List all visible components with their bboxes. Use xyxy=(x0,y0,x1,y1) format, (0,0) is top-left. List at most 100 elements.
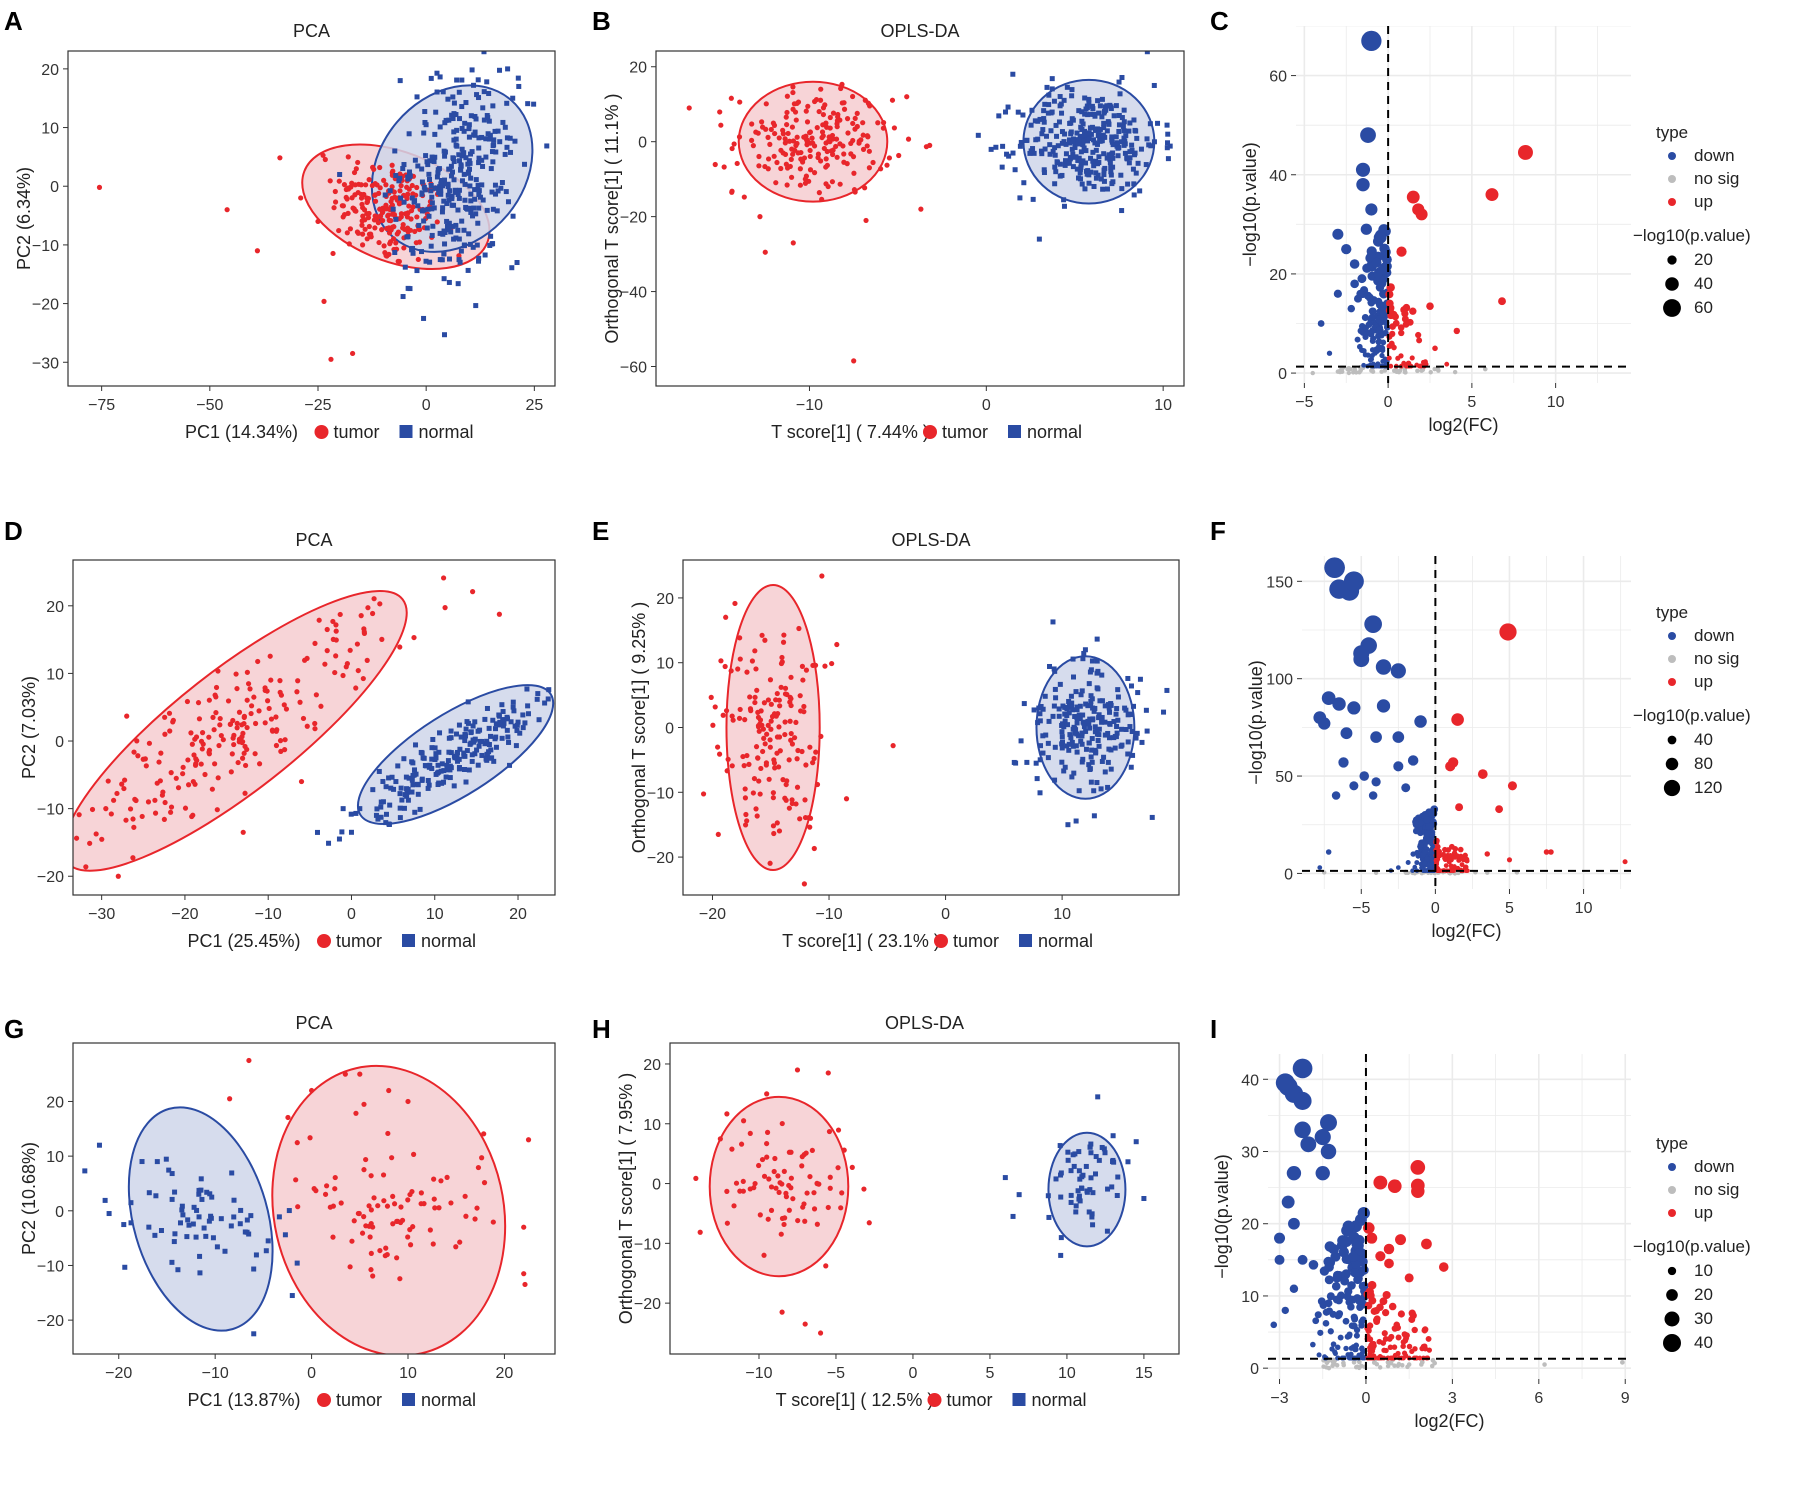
volcano-point-down xyxy=(1360,1348,1367,1354)
data-point-normal xyxy=(1066,710,1072,716)
panel-f: F−5 0 5 10050100150log2(FC)−log10(p.value)t… xyxy=(1210,516,1751,941)
volcano-point-up xyxy=(1398,353,1404,359)
data-point-normal xyxy=(1093,147,1099,153)
data-point-tumor xyxy=(390,1193,396,1200)
data-point-normal xyxy=(412,198,418,204)
data-point-tumor xyxy=(353,685,359,691)
data-point-normal xyxy=(1135,690,1141,696)
data-point-tumor xyxy=(923,144,930,150)
data-point-normal xyxy=(1061,197,1067,203)
data-point-normal xyxy=(457,116,463,122)
data-point-tumor xyxy=(404,184,410,190)
data-point-normal xyxy=(1013,760,1019,766)
data-point-normal xyxy=(431,158,437,164)
data-point-tumor xyxy=(490,1219,496,1225)
x-tick-label: −10 xyxy=(815,906,842,923)
data-point-tumor xyxy=(790,89,796,96)
data-point-tumor xyxy=(732,600,738,607)
data-point-normal xyxy=(1080,121,1086,127)
data-point-tumor xyxy=(229,751,235,757)
data-point-tumor xyxy=(756,778,762,784)
volcano-point-up xyxy=(1499,623,1517,641)
data-point-tumor xyxy=(217,715,223,722)
data-point-normal xyxy=(1089,103,1095,109)
data-point-tumor xyxy=(786,805,792,811)
data-point-normal xyxy=(1070,164,1076,170)
data-point-tumor xyxy=(376,239,382,246)
data-point-tumor xyxy=(351,1218,357,1224)
volcano-point-up xyxy=(1401,315,1409,323)
volcano-point-down xyxy=(1365,203,1378,216)
chart-title: OPLS-DA xyxy=(885,1013,964,1033)
data-point-normal xyxy=(447,775,453,781)
data-point-normal xyxy=(490,159,496,165)
y-tick-label: −10 xyxy=(32,238,59,255)
data-point-normal xyxy=(383,784,389,790)
data-point-tumor xyxy=(377,206,383,212)
data-point-tumor xyxy=(131,749,137,755)
data-point-tumor xyxy=(724,1188,730,1194)
data-point-normal xyxy=(392,249,398,255)
data-point-normal xyxy=(1048,128,1054,134)
data-point-tumor xyxy=(823,120,829,126)
data-point-tumor xyxy=(398,1204,404,1210)
data-point-normal xyxy=(196,1214,202,1220)
data-point-tumor xyxy=(834,641,840,648)
data-point-normal xyxy=(1040,706,1046,712)
data-point-tumor xyxy=(841,151,847,157)
data-point-normal xyxy=(491,758,497,764)
data-point-normal xyxy=(1010,150,1016,156)
confidence-ellipse-tumor xyxy=(271,1064,507,1354)
data-point-tumor xyxy=(817,97,824,103)
data-point-normal xyxy=(1082,186,1088,192)
data-point-normal xyxy=(1076,1149,1082,1155)
data-point-tumor xyxy=(312,720,318,727)
y-tick-label: 10 xyxy=(41,121,59,138)
data-point-tumor xyxy=(240,730,246,736)
data-point-normal xyxy=(393,173,399,179)
data-point-normal xyxy=(1066,137,1072,143)
data-point-tumor xyxy=(755,714,762,720)
panel-label-c: C xyxy=(1210,6,1229,36)
data-point-tumor xyxy=(394,1255,400,1261)
data-point-normal xyxy=(1052,686,1058,692)
data-point-normal xyxy=(469,752,475,758)
volcano-point-up xyxy=(1403,1353,1409,1359)
x-tick-label: −5 xyxy=(827,1365,845,1382)
data-point-tumor xyxy=(896,152,902,159)
volcano-point-down xyxy=(1379,307,1387,316)
data-point-tumor xyxy=(889,97,896,103)
volcano-point-down xyxy=(1274,1232,1286,1244)
data-point-normal xyxy=(1051,98,1057,104)
volcano-point-up xyxy=(1485,188,1499,202)
data-point-tumor xyxy=(358,613,364,619)
data-point-normal xyxy=(1109,181,1115,187)
data-point-normal xyxy=(414,268,420,274)
data-point-normal xyxy=(1036,236,1042,242)
data-point-normal xyxy=(1091,137,1097,143)
data-point-tumor xyxy=(784,121,790,128)
data-point-tumor xyxy=(389,202,396,208)
x-tick-label: −20 xyxy=(105,1365,132,1382)
volcano-point-down xyxy=(1330,1341,1337,1348)
volcano-point-nosig xyxy=(1339,369,1345,374)
data-point-normal xyxy=(470,244,476,250)
legend-normal-label: normal xyxy=(1032,1390,1087,1410)
data-point-tumor xyxy=(729,1146,735,1152)
data-point-normal xyxy=(1044,133,1050,139)
volcano-point-down xyxy=(1421,841,1428,848)
data-point-normal xyxy=(1058,1252,1064,1258)
data-point-normal xyxy=(1060,703,1066,709)
data-point-normal xyxy=(1057,1143,1063,1149)
data-point-tumor xyxy=(762,741,768,747)
data-point-normal xyxy=(1073,689,1079,695)
data-point-tumor xyxy=(336,227,342,234)
data-point-tumor xyxy=(333,622,339,628)
data-point-tumor xyxy=(496,611,502,617)
x-tick-label: 10 xyxy=(426,906,444,923)
data-point-normal xyxy=(1037,718,1043,724)
data-point-normal xyxy=(1073,1203,1079,1209)
data-point-tumor xyxy=(242,762,249,769)
data-point-tumor xyxy=(788,737,794,743)
data-point-normal xyxy=(1059,741,1065,747)
